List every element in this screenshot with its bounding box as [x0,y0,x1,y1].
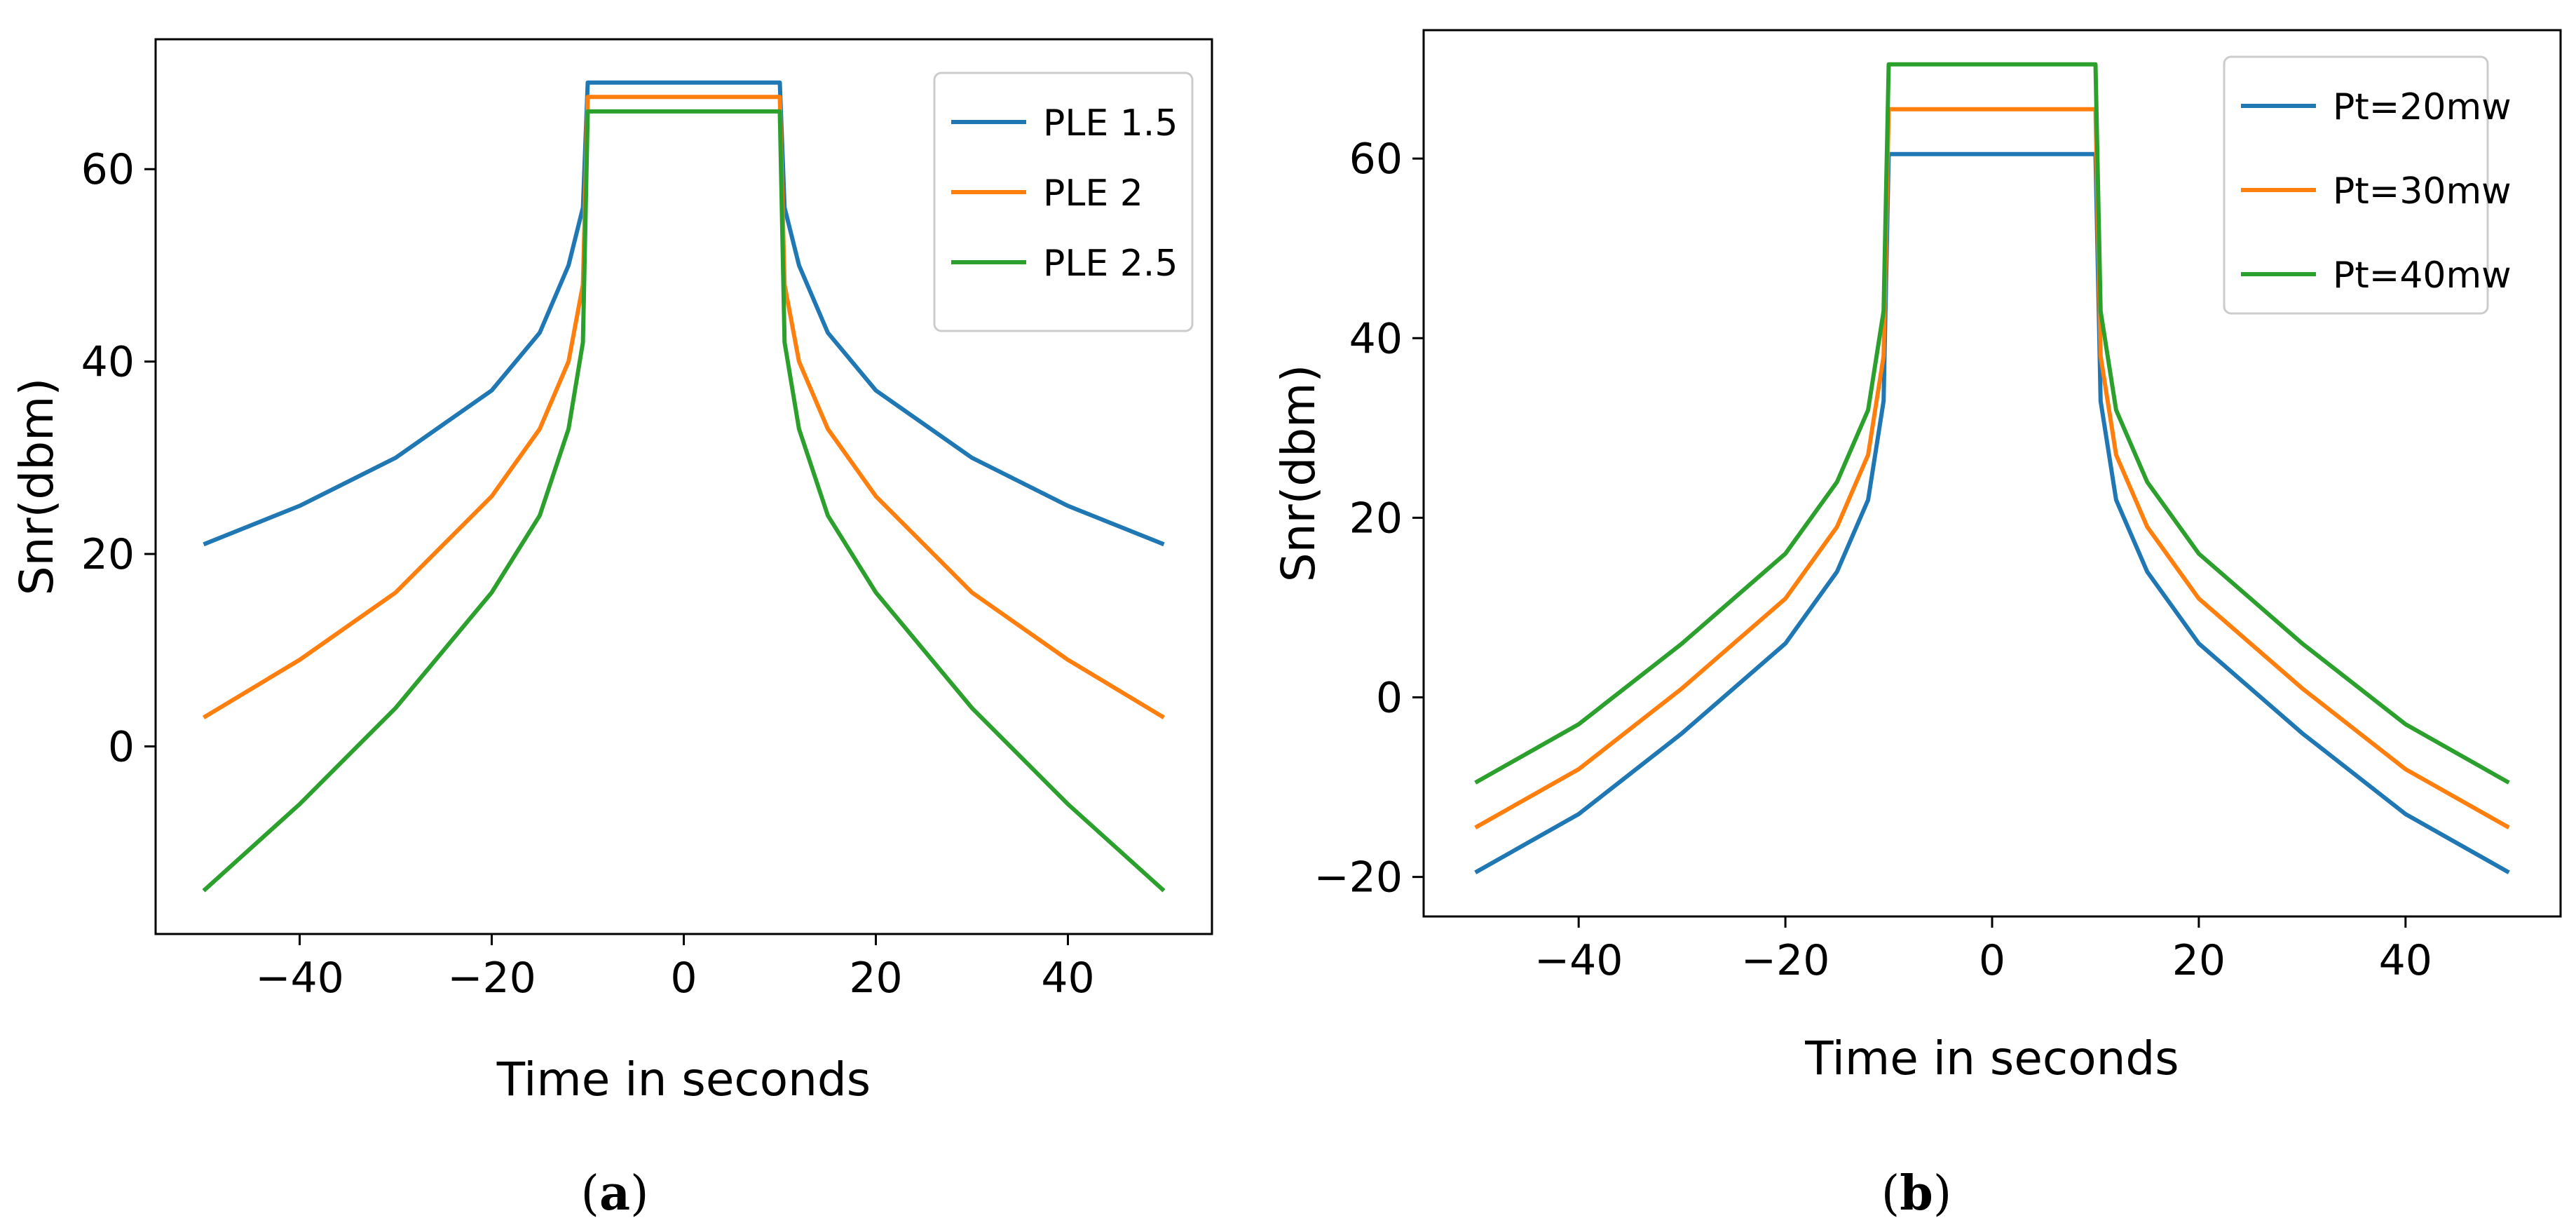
x-tick-label: −40 [255,954,344,1003]
series-line-b-1 [1474,151,2510,874]
series-line-b-2 [1474,107,2510,830]
y-tick-label: 60 [1349,135,1403,184]
x-tick-label: −20 [447,954,536,1003]
x-tick-label: −20 [1741,936,1830,985]
y-tick-label: 0 [1376,674,1403,723]
legend-label: Pt=20mw [2333,86,2512,128]
legend-label: Pt=40mw [2333,255,2512,297]
panel-caption: (b) [1881,1165,1952,1221]
legend-box [933,72,1194,332]
x-tick-label: −40 [1534,936,1623,985]
y-tick-label: 0 [108,722,135,771]
x-tick-label: 40 [1041,954,1094,1003]
legend-label: PLE 2.5 [1043,243,1178,285]
x-axis-label: Time in seconds [496,1052,871,1106]
y-tick-label: −20 [1314,853,1403,902]
y-tick-label: 20 [1349,494,1403,543]
legend-label: PLE 2 [1043,172,1143,215]
chart-b: −40 −20 0 20 40 −20 0 20 40 60 Time in seconds Snr(… [1272,29,2562,1221]
y-tick-label: 40 [1349,314,1403,363]
chart-a: −40 −20 0 20 40 0 20 40 60 Time in seconds Snr(dbm… [10,38,1213,1221]
x-tick-label: 0 [1979,936,2005,985]
series-line-a-1 [203,80,1165,547]
panel-caption: (a) [580,1165,648,1221]
x-tick-label: 20 [849,954,902,1003]
legend-label: PLE 1.5 [1043,102,1178,144]
y-tick-label: 40 [81,338,135,387]
y-axis-label: Snr(dbm) [10,378,64,595]
series-line-a-2 [202,95,1166,719]
legend-box [2223,55,2489,315]
y-axis-label: Snr(dbm) [1272,365,1326,582]
series-line-b-3 [1474,62,2510,785]
x-tick-label: 20 [2172,936,2226,985]
y-tick-label: 20 [81,530,135,579]
x-tick-label: 0 [670,954,697,1003]
x-tick-label: 40 [2379,936,2432,985]
series-line-a-3 [202,109,1166,893]
x-axis-label: Time in seconds [1804,1031,2179,1085]
legend-label: Pt=30mw [2333,170,2512,212]
y-tick-label: 60 [81,145,135,194]
